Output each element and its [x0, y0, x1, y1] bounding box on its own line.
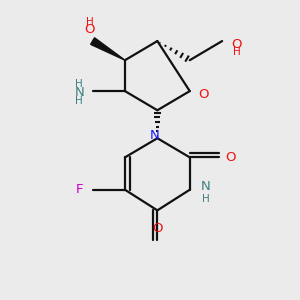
- Text: N: N: [74, 86, 84, 99]
- Text: H: H: [76, 79, 83, 89]
- Text: N: N: [149, 129, 159, 142]
- Text: H: H: [233, 47, 241, 57]
- Polygon shape: [91, 38, 125, 60]
- Text: H: H: [76, 95, 83, 106]
- Text: O: O: [84, 23, 95, 36]
- Text: H: H: [86, 17, 94, 27]
- Text: H: H: [202, 194, 210, 204]
- Text: O: O: [198, 88, 208, 100]
- Text: N: N: [201, 180, 211, 193]
- Text: O: O: [152, 221, 163, 235]
- Text: F: F: [76, 183, 83, 196]
- Text: O: O: [226, 151, 236, 164]
- Text: O: O: [232, 38, 242, 50]
